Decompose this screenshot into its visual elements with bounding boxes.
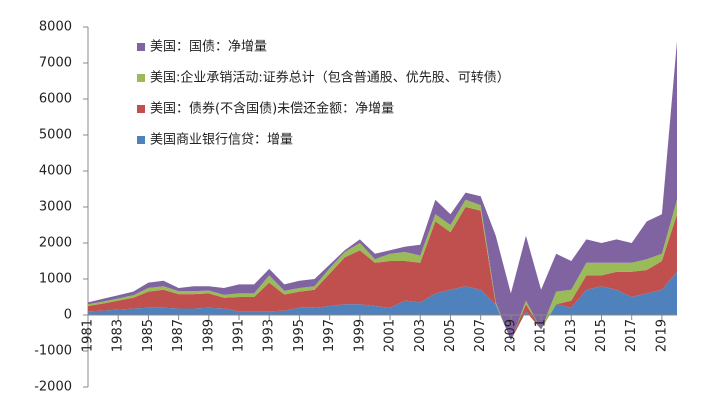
area bbox=[88, 41, 677, 341]
legend-label: 美国：国债：净增量 bbox=[150, 40, 267, 55]
x-tick-label: 1999 bbox=[352, 319, 367, 352]
area bbox=[88, 207, 677, 341]
x-tick-label: 1985 bbox=[141, 319, 156, 352]
x-tick-label: 2003 bbox=[413, 319, 428, 352]
y-tick-label: 7000 bbox=[39, 56, 72, 71]
x-tick-label: 2019 bbox=[654, 319, 669, 352]
y-tick-label: -1000 bbox=[34, 344, 72, 359]
x-tick-label: 2011 bbox=[534, 319, 549, 352]
x-tick-label: 2017 bbox=[624, 319, 639, 352]
x-tick-label: 2001 bbox=[383, 319, 398, 352]
x-tick-label: 2013 bbox=[564, 319, 579, 352]
legend-swatch bbox=[137, 74, 145, 82]
y-tick-label: 4000 bbox=[39, 164, 72, 179]
y-tick-label: -2000 bbox=[34, 380, 72, 395]
y-tick-label: 8000 bbox=[39, 20, 72, 35]
x-tick-label: 2005 bbox=[443, 319, 458, 352]
x-tick-label: 2015 bbox=[594, 319, 609, 352]
x-tick-label: 2009 bbox=[503, 319, 518, 352]
y-tick-label: 0 bbox=[64, 308, 72, 323]
y-tick-label: 5000 bbox=[39, 128, 72, 143]
y-tick-label: 1000 bbox=[39, 272, 72, 287]
legend-label: 美国:企业承销活动:证券总计（包含普通股、优先股、可转债） bbox=[150, 70, 510, 86]
x-tick-label: 1981 bbox=[81, 319, 96, 352]
legend-swatch bbox=[137, 136, 145, 144]
x-tick-label: 1987 bbox=[171, 319, 186, 352]
x-tick-label: 1997 bbox=[322, 319, 337, 352]
y-tick-label: 6000 bbox=[39, 92, 72, 107]
x-tick-label: 2007 bbox=[473, 319, 488, 352]
x-tick-label: 1991 bbox=[232, 319, 247, 352]
y-tick-label: 2000 bbox=[39, 236, 72, 251]
legend-label: 美国商业银行信贷：增量 bbox=[150, 133, 293, 148]
area bbox=[88, 271, 677, 341]
x-tick-label: 1989 bbox=[201, 319, 216, 352]
x-tick-label: 1995 bbox=[292, 319, 307, 352]
x-tick-label: 1993 bbox=[262, 319, 277, 352]
legend-swatch bbox=[137, 43, 145, 51]
y-tick-label: 3000 bbox=[39, 200, 72, 215]
legend-label: 美国：债券(不含国债)未偿还金额：净增量 bbox=[150, 101, 394, 117]
x-tick-label: 1983 bbox=[111, 319, 126, 352]
legend-swatch bbox=[137, 105, 145, 113]
